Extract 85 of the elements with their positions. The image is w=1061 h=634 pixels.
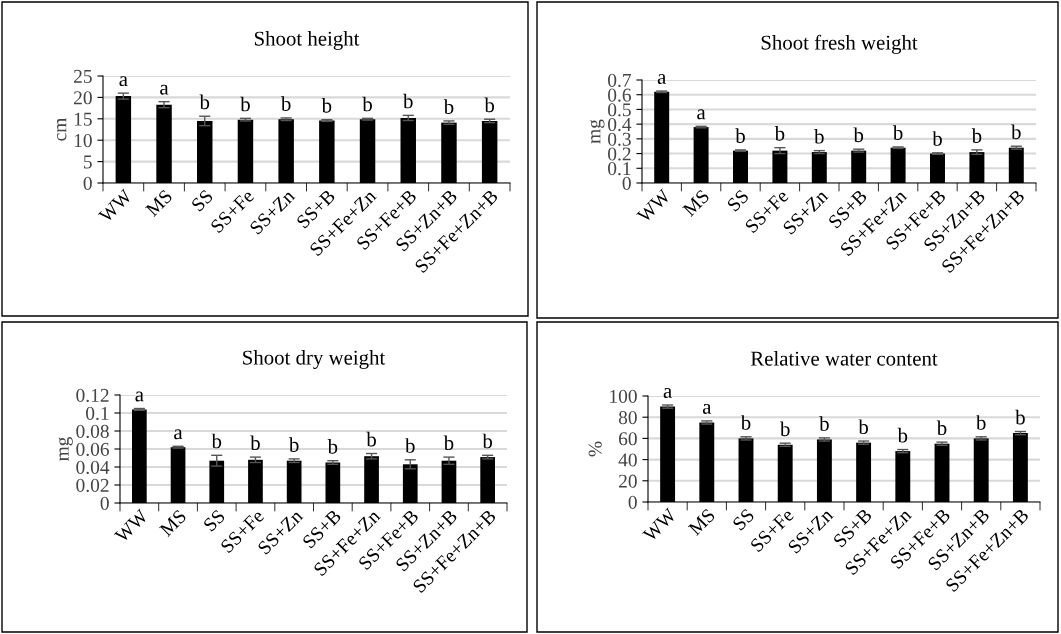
chart-title: Shoot fresh weight — [761, 34, 918, 54]
annotation: b — [199, 94, 210, 110]
annotation: b — [403, 93, 413, 109]
annotation: b — [1011, 124, 1021, 140]
annotation: a — [663, 388, 672, 398]
annotation: b — [735, 128, 745, 143]
y-tick-label: 0 — [628, 495, 637, 509]
x-tick-label: WW — [97, 188, 134, 224]
annotation: b — [443, 435, 454, 451]
y-axis-title: mg — [58, 436, 73, 462]
y-tick-label: 5 — [83, 155, 92, 169]
annotation: b — [1015, 409, 1025, 425]
chart-title: Shoot dry weight — [243, 349, 386, 369]
x-tick-label: MS — [687, 508, 716, 537]
y-tick-label: 0.02 — [76, 478, 109, 493]
annotation: b — [240, 96, 250, 112]
y-tick-label: 80 — [618, 411, 637, 425]
y-tick-label: 0.3 — [608, 132, 631, 146]
y-tick-label: 0.4 — [608, 117, 632, 132]
annotation: b — [892, 125, 903, 140]
x-tick-label: MS — [159, 509, 187, 538]
annotation: a — [135, 391, 144, 402]
x-tick-label: MS — [145, 189, 173, 218]
chart-title: Shoot height — [254, 30, 360, 50]
y-tick-label: 0.04 — [76, 460, 110, 475]
y-axis-title: % — [588, 441, 602, 457]
y-tick-label: 10 — [74, 134, 92, 148]
annotation: a — [697, 109, 706, 120]
y-tick-label: 0.5 — [608, 103, 631, 117]
annotation: b — [288, 437, 299, 452]
annotation: b — [327, 439, 338, 454]
y-tick-label: 0.12 — [76, 388, 109, 403]
y-axis-title: cm — [57, 117, 67, 141]
annotation: b — [779, 421, 790, 437]
annotation: a — [160, 84, 169, 95]
annotation: b — [280, 96, 291, 111]
annotation: b — [853, 127, 864, 143]
y-tick-label: 25 — [73, 69, 92, 83]
y-tick-label: 20 — [618, 474, 637, 488]
annotation: b — [484, 97, 495, 113]
annotation: b — [932, 131, 942, 146]
y-tick-label: 20 — [73, 91, 92, 105]
annotation: b — [858, 419, 869, 435]
annotation: a — [174, 429, 183, 440]
y-tick-label: 0.1 — [608, 162, 631, 176]
annotation: b — [250, 435, 260, 451]
annotation: b — [405, 438, 415, 453]
annotation: b — [211, 433, 222, 449]
annotation: b — [936, 420, 947, 436]
y-tick-label: 0.7 — [608, 73, 632, 88]
x-tick-label: WW — [113, 508, 150, 544]
y-tick-label: 0.2 — [608, 147, 631, 161]
y-tick-label: 0.1 — [86, 406, 109, 421]
annotation: a — [702, 403, 712, 414]
x-tick-label: SS — [726, 189, 750, 212]
annotation: a — [657, 74, 667, 85]
y-tick-label: 60 — [618, 432, 637, 446]
annotation: b — [482, 433, 493, 449]
annotation: b — [971, 128, 982, 143]
y-axis-title: mg — [590, 119, 605, 144]
x-tick-label: WW — [636, 188, 672, 224]
annotation: b — [897, 427, 908, 443]
y-tick-label: 0.08 — [76, 424, 109, 439]
y-tick-label: 0 — [83, 176, 92, 190]
y-tick-label: 0 — [100, 496, 109, 510]
annotation: b — [975, 415, 986, 430]
annotation: b — [443, 99, 454, 114]
annotation: b — [774, 126, 785, 141]
y-tick-label: 0.06 — [76, 442, 109, 457]
annotation: b — [362, 96, 372, 112]
x-tick-label: WW — [642, 507, 678, 543]
x-tick-label: SS — [190, 189, 214, 212]
y-tick-label: 40 — [618, 453, 637, 467]
y-tick-label: 0 — [622, 176, 631, 190]
annotation: b — [366, 431, 376, 447]
chart-title: Relative water content — [750, 350, 938, 366]
x-tick-label: MS — [682, 189, 710, 218]
y-tick-label: 15 — [74, 112, 92, 126]
y-tick-label: 0.6 — [608, 88, 631, 102]
annotation: a — [119, 76, 128, 87]
annotation: b — [740, 415, 751, 430]
annotation: b — [819, 416, 829, 431]
annotation: b — [321, 97, 332, 113]
annotation: b — [814, 128, 824, 144]
y-tick-label: 100 — [610, 389, 637, 403]
